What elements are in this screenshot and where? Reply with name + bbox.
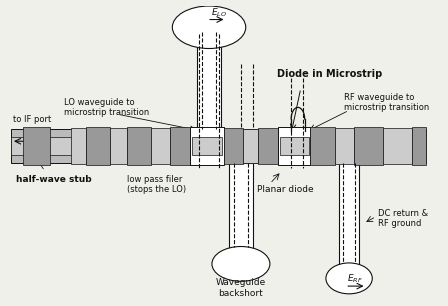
Text: Waveguide
backshort: Waveguide backshort bbox=[216, 278, 266, 298]
Bar bbox=[110, 128, 127, 164]
Text: LO waveguide to
microstrip transition: LO waveguide to microstrip transition bbox=[64, 98, 150, 117]
Text: Diode in Microstrip: Diode in Microstrip bbox=[277, 69, 382, 79]
Bar bbox=[198, 11, 220, 129]
Text: to IF port: to IF port bbox=[13, 115, 51, 125]
Bar bbox=[383, 128, 412, 164]
Bar bbox=[11, 129, 426, 163]
Text: half-wave stub: half-wave stub bbox=[16, 175, 91, 184]
Bar bbox=[190, 127, 224, 165]
Bar bbox=[310, 127, 335, 165]
Bar bbox=[340, 163, 359, 291]
Bar bbox=[224, 128, 243, 164]
Text: RF waveguide to
microstrip transition: RF waveguide to microstrip transition bbox=[344, 93, 430, 112]
Bar bbox=[127, 127, 151, 165]
Ellipse shape bbox=[326, 263, 372, 294]
Text: Planar diode: Planar diode bbox=[257, 185, 314, 194]
Bar bbox=[229, 163, 253, 276]
Text: DC return &
RF ground: DC return & RF ground bbox=[378, 209, 428, 228]
Bar bbox=[354, 127, 383, 165]
Bar bbox=[23, 127, 50, 165]
Bar bbox=[11, 137, 426, 155]
Bar bbox=[151, 128, 170, 164]
Bar bbox=[86, 127, 110, 165]
Bar bbox=[71, 128, 86, 164]
Ellipse shape bbox=[212, 247, 270, 281]
Bar bbox=[258, 128, 278, 164]
Bar bbox=[192, 137, 222, 155]
Text: low pass filer
(stops the LO): low pass filer (stops the LO) bbox=[127, 175, 186, 194]
Bar bbox=[335, 128, 354, 164]
Bar bbox=[170, 127, 190, 165]
Bar bbox=[278, 127, 310, 165]
Bar bbox=[412, 127, 426, 165]
Text: $E_{RF}$: $E_{RF}$ bbox=[347, 273, 363, 285]
Bar bbox=[243, 129, 258, 163]
Text: $E_{LO}$: $E_{LO}$ bbox=[211, 6, 227, 19]
Ellipse shape bbox=[172, 6, 246, 49]
Bar bbox=[280, 137, 309, 155]
